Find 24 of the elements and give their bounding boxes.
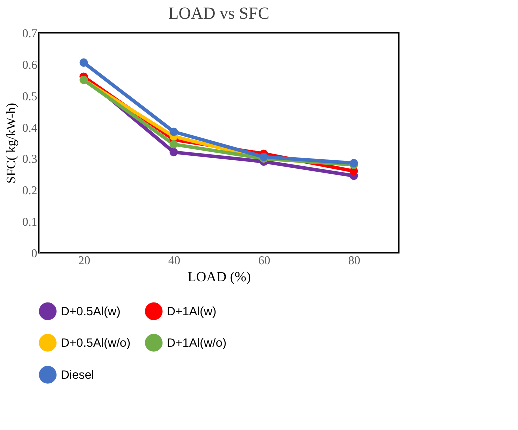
y-tick-label: 0.2 bbox=[22, 184, 38, 198]
y-tick-label: 0.4 bbox=[22, 120, 38, 135]
chart-title: LOAD vs SFC bbox=[168, 4, 270, 23]
legend-label: D+0.5Al(w/o) bbox=[61, 336, 131, 350]
y-tick-label: 0.1 bbox=[22, 215, 38, 230]
y-tick-label: 0 bbox=[32, 246, 38, 260]
legend-label: D+1Al(w) bbox=[167, 304, 217, 318]
x-axis-title: LOAD (%) bbox=[188, 270, 252, 286]
point bbox=[170, 140, 178, 149]
y-tick-label: 0.5 bbox=[22, 89, 38, 104]
y-axis-title: SFC( kg/kW-h) bbox=[4, 103, 18, 184]
x-tick-label: 60 bbox=[258, 254, 270, 268]
legend-label: D+1Al(w/o) bbox=[167, 336, 227, 350]
point bbox=[80, 58, 88, 68]
y-tick-label: 0.3 bbox=[22, 152, 38, 166]
x-tick-label: 40 bbox=[168, 254, 180, 268]
x-tick-label: 80 bbox=[348, 254, 360, 268]
legend-label: D+0.5Al(w) bbox=[61, 304, 121, 318]
legend-label: Diesel bbox=[61, 368, 94, 382]
y-tick-label: 0.7 bbox=[22, 26, 38, 40]
y-tick-label: 0.6 bbox=[22, 58, 38, 72]
x-tick-label: 20 bbox=[78, 254, 90, 268]
point bbox=[170, 148, 178, 157]
point bbox=[170, 128, 178, 136]
